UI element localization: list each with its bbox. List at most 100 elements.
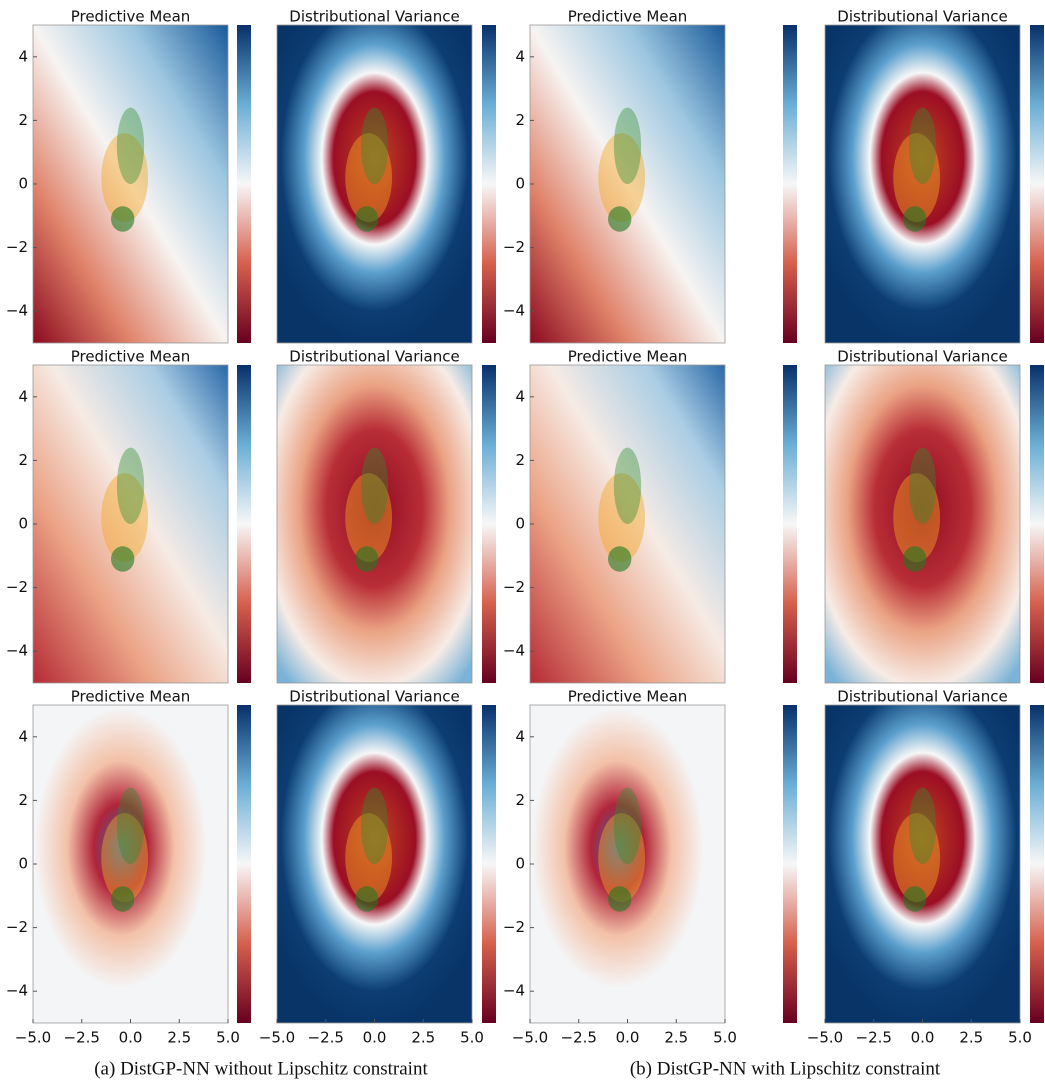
y-tick-label: 4: [18, 387, 28, 405]
caption: (a) DistGP-NN without Lipschitz constrai…: [94, 1058, 428, 1079]
plot-frame: [824, 364, 1021, 684]
point-cloud: [598, 473, 646, 563]
point-cloud: [101, 133, 149, 223]
x-tick-label: −2.5: [308, 1029, 344, 1047]
colorbar: [783, 25, 797, 343]
y-tick-label: −4: [503, 642, 525, 660]
y-tick-label: 0: [515, 515, 525, 533]
x-tick-label: 0.0: [616, 1029, 640, 1047]
colorbar: [1030, 25, 1044, 343]
y-tick-label: 0: [515, 855, 525, 873]
y-tick-label: 2: [515, 791, 525, 809]
colorbar: [783, 705, 797, 1023]
point-cloud: [111, 206, 135, 232]
panel-title: Distributional Variance: [837, 688, 1007, 706]
plot-frame: [824, 24, 1021, 344]
y-tick-label: −2: [6, 578, 28, 596]
y-tick-label: 2: [18, 791, 28, 809]
contour-field: [530, 25, 725, 343]
colorbar: [237, 705, 251, 1023]
y-tick-label: 2: [18, 451, 28, 469]
point-cloud: [355, 886, 379, 912]
point-cloud: [908, 447, 937, 524]
panel-title: Predictive Mean: [71, 348, 191, 366]
point-cloud: [345, 133, 393, 223]
y-tick-label: 4: [515, 727, 525, 745]
point-cloud: [903, 546, 927, 572]
x-tick-label: 2.5: [664, 1029, 688, 1047]
y-tick-label: −2: [503, 238, 525, 256]
colorbar: [482, 705, 496, 1023]
contour-field: [530, 705, 725, 1023]
contour-field: [825, 365, 1020, 683]
point-cloud: [355, 546, 379, 572]
x-tick-label: −2.5: [561, 1029, 597, 1047]
panel-title: Predictive Mean: [71, 688, 191, 706]
x-tick-label: 0.0: [363, 1029, 387, 1047]
panel-title: Distributional Variance: [289, 688, 459, 706]
contour-field: [530, 365, 725, 683]
point-cloud: [116, 787, 145, 865]
panel-title: Distributional Variance: [837, 348, 1007, 366]
y-tick-label: −2: [6, 238, 28, 256]
point-cloud: [360, 107, 389, 184]
panel-title: Predictive Mean: [568, 8, 688, 26]
y-tick-label: −4: [6, 302, 28, 320]
y-tick-label: −2: [503, 918, 525, 936]
y-tick-label: 4: [515, 47, 525, 65]
y-tick-label: −2: [6, 918, 28, 936]
x-tick-label: 2.5: [411, 1029, 435, 1047]
colorbar: [482, 365, 496, 683]
contour-field: [825, 705, 1020, 1023]
point-cloud: [908, 107, 937, 184]
x-tick-label: 5.0: [460, 1029, 484, 1047]
y-tick-label: 2: [515, 111, 525, 129]
x-tick-label: 5.0: [216, 1029, 240, 1047]
y-tick-label: −4: [503, 982, 525, 1000]
point-cloud: [360, 787, 389, 865]
point-cloud: [613, 447, 642, 524]
point-cloud: [893, 473, 941, 563]
point-cloud: [101, 813, 149, 903]
x-tick-label: −5.0: [259, 1029, 295, 1047]
point-cloud: [903, 886, 927, 912]
colorbar: [1030, 705, 1044, 1023]
panel-title: Predictive Mean: [568, 348, 688, 366]
x-tick-label: 2.5: [959, 1029, 983, 1047]
y-tick-label: 0: [18, 175, 28, 193]
x-tick-label: −2.5: [856, 1029, 892, 1047]
y-tick-label: 0: [18, 855, 28, 873]
x-tick-label: 0.0: [911, 1029, 935, 1047]
point-cloud: [893, 133, 941, 223]
y-tick-label: 4: [18, 727, 28, 745]
x-tick-label: 5.0: [713, 1029, 737, 1047]
point-cloud: [345, 813, 393, 903]
panel-title: Distributional Variance: [837, 8, 1007, 26]
point-cloud: [608, 546, 632, 572]
colorbar: [482, 25, 496, 343]
x-tick-label: −5.0: [512, 1029, 548, 1047]
point-cloud: [903, 206, 927, 232]
contour-field: [277, 365, 472, 683]
point-cloud: [355, 206, 379, 232]
panel-title: Predictive Mean: [568, 688, 688, 706]
x-tick-label: 0.0: [119, 1029, 143, 1047]
y-tick-label: −4: [503, 302, 525, 320]
panel-title: Distributional Variance: [289, 8, 459, 26]
colorbar: [1030, 365, 1044, 683]
point-cloud: [116, 447, 145, 524]
point-cloud: [908, 787, 937, 865]
plot-frame: [276, 24, 473, 344]
x-tick-label: 5.0: [1008, 1029, 1032, 1047]
point-cloud: [608, 206, 632, 232]
y-tick-label: 4: [18, 47, 28, 65]
contour-field: [277, 705, 472, 1023]
y-tick-label: 0: [515, 175, 525, 193]
point-cloud: [345, 473, 393, 563]
panel-title: Predictive Mean: [71, 8, 191, 26]
colorbar: [237, 365, 251, 683]
colorbar: [237, 25, 251, 343]
point-cloud: [598, 133, 646, 223]
x-tick-label: −5.0: [807, 1029, 843, 1047]
